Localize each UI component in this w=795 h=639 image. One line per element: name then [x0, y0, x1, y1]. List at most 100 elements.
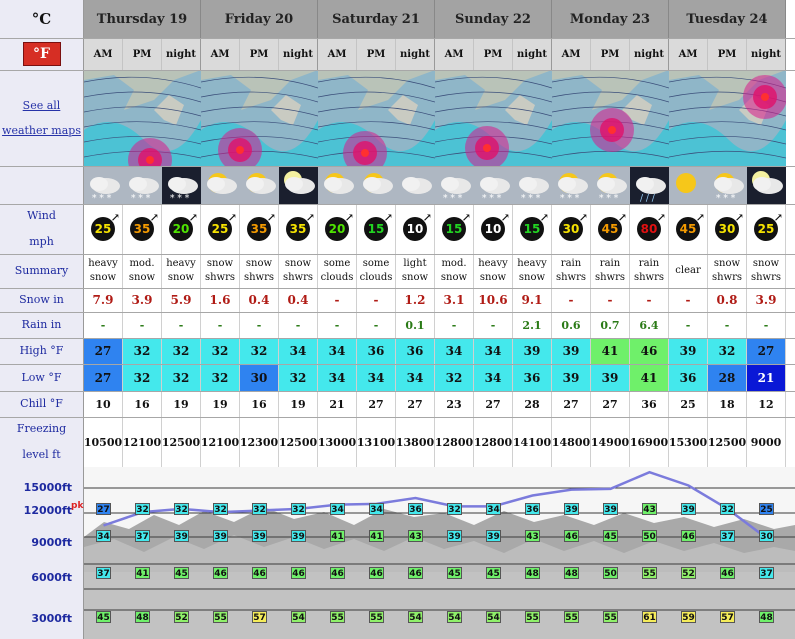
- low-temp-cell: 28: [708, 364, 747, 391]
- high-temp-cell: 36: [357, 338, 396, 364]
- altitude-tick-label: 15000ft: [23, 481, 72, 494]
- weather-map-thumbnail[interactable]: [84, 70, 201, 166]
- snow-label-text: Snow in: [19, 293, 64, 306]
- low-temp: 28: [718, 370, 736, 385]
- chill-cell: 27: [591, 391, 630, 417]
- altitude-temp-badge: 48: [564, 567, 579, 579]
- freezing-cell: 12100: [123, 417, 162, 467]
- sun-cloud-icon: [357, 166, 396, 204]
- sun-cloud-icon: [240, 166, 279, 204]
- altitude-temp-badge: 48: [525, 567, 540, 579]
- wind-badge: 45 ↗: [598, 211, 627, 241]
- see-all-maps-link[interactable]: See all: [22, 99, 61, 112]
- altitude-temp-badge: 48: [135, 611, 150, 623]
- rain-cell: -: [201, 312, 240, 338]
- high-temp-cell: 34: [279, 338, 318, 364]
- snow-amount: 0.4: [248, 293, 270, 307]
- sun-snow-icon: * * *: [591, 166, 630, 204]
- wind-badge: 25 ↗: [91, 211, 120, 241]
- rain-amount: -: [451, 318, 457, 332]
- summary-cell: light snow: [396, 254, 435, 288]
- weather-map-thumbnail[interactable]: [669, 70, 786, 166]
- low-temp: 32: [133, 370, 151, 385]
- rain-cell: -: [669, 312, 708, 338]
- low-temp-cell: 32: [123, 364, 162, 391]
- chill-temp: 16: [134, 397, 150, 411]
- wind-direction-icon: ↗: [734, 211, 744, 224]
- chill-cell: 18: [708, 391, 747, 417]
- night-snow-icon: * * *: [162, 166, 201, 204]
- low-temp-cell: 39: [552, 364, 591, 391]
- summary-cell: heavy snow: [513, 254, 552, 288]
- altitude-temp-badge: 52: [681, 567, 696, 579]
- weather-map-thumbnail[interactable]: [201, 70, 318, 166]
- wind-direction-icon: ↗: [539, 211, 549, 224]
- summary-text: shwrs: [243, 272, 275, 283]
- altitude-temp-badge: 32: [135, 503, 150, 515]
- time-of-day-label: AM: [669, 38, 708, 70]
- snow-amount: -: [685, 293, 691, 307]
- chill-temp: 19: [173, 397, 189, 411]
- low-temp: 32: [172, 370, 190, 385]
- altitude-temp-badge: 41: [330, 530, 345, 542]
- chill-cell: 27: [552, 391, 591, 417]
- low-temp-cell: 34: [474, 364, 513, 391]
- high-temp-cell: 32: [201, 338, 240, 364]
- snow-amount: 3.1: [443, 293, 465, 307]
- snow-amount: 0.8: [716, 293, 738, 307]
- summary-cell: rain shwrs: [591, 254, 630, 288]
- altitude-temp-badge: 34: [486, 503, 501, 515]
- time-of-day-label: night: [162, 38, 201, 70]
- freezing-cell: 13000: [318, 417, 357, 467]
- summary-text: snow: [128, 272, 156, 283]
- altitude-temp-badge: 34: [96, 530, 111, 542]
- chill-temp: 18: [719, 397, 735, 411]
- summary-cell: snow shwrs: [201, 254, 240, 288]
- snow-cell: -: [552, 288, 591, 312]
- summary-text: shwrs: [633, 272, 665, 283]
- altitude-temp-badge: 54: [408, 611, 423, 623]
- altitude-temp-badge: 45: [96, 611, 111, 623]
- altitude-tick-label: 3000ft: [31, 612, 72, 625]
- svg-text:* * *: * * *: [170, 194, 190, 204]
- day-header: Friday 20: [201, 0, 318, 38]
- snow-cell: 3.9: [747, 288, 786, 312]
- fahrenheit-toggle[interactable]: °F: [22, 42, 61, 66]
- weather-map-thumbnail[interactable]: [318, 70, 435, 166]
- altitude-temp-badge: 45: [447, 567, 462, 579]
- celsius-toggle[interactable]: °C: [0, 0, 84, 38]
- high-temp-cell: 32: [708, 338, 747, 364]
- weather-maps-link[interactable]: weather maps: [2, 124, 81, 137]
- wind-direction-icon: ↗: [422, 211, 432, 224]
- weather-map-thumbnail[interactable]: [435, 70, 552, 166]
- freezing-level: 9000: [750, 435, 782, 449]
- summary-text: light: [403, 258, 427, 269]
- time-of-day-label: PM: [474, 38, 513, 70]
- sun-icon: [669, 166, 708, 204]
- wind-badge: 15 ↗: [364, 211, 393, 241]
- wind-cell: 35 ↗: [240, 204, 279, 254]
- high-temp: 32: [211, 344, 229, 358]
- chill-cell: 16: [240, 391, 279, 417]
- high-temp-cell: 39: [513, 338, 552, 364]
- altitude-temp-badge: 36: [408, 503, 423, 515]
- freezing-level: 13000: [317, 435, 357, 449]
- freezing-cell: 12300: [240, 417, 279, 467]
- low-label: Low °F: [0, 364, 84, 391]
- summary-cell: snow shwrs: [240, 254, 279, 288]
- freezing-cell: 14100: [513, 417, 552, 467]
- weather-map-thumbnail[interactable]: [552, 70, 669, 166]
- altitude-temp-badge: 55: [642, 567, 657, 579]
- summary-text: shwrs: [750, 272, 782, 283]
- snow-cloud-icon: * * *: [435, 166, 474, 204]
- low-temp-cell: 32: [162, 364, 201, 391]
- freezing-cell: 14800: [552, 417, 591, 467]
- chill-cell: 19: [201, 391, 240, 417]
- wind-badge: 30 ↗: [559, 211, 588, 241]
- snow-cell: 3.1: [435, 288, 474, 312]
- freezing-level: 12500: [278, 435, 318, 449]
- altitude-temp-badge: 32: [720, 503, 735, 515]
- sun-snow-icon: * * *: [552, 166, 591, 204]
- summary-cell: snow shwrs: [708, 254, 747, 288]
- altitude-temp-badge: 46: [408, 567, 423, 579]
